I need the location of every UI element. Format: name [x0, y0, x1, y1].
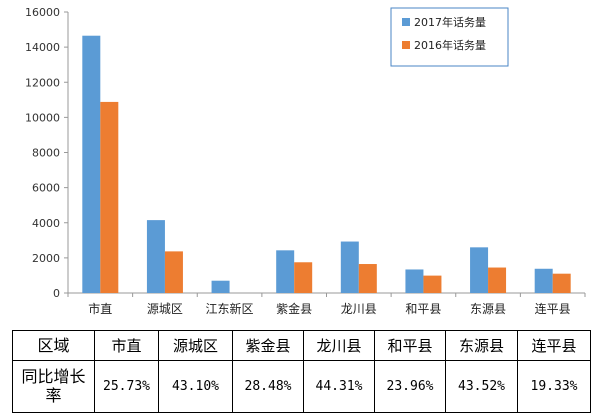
growth-cell: 25.73% — [94, 359, 159, 414]
table-header-row: 区域 市直 源城区 紫金县 龙川县 和平县 东源县 连平县 — [12, 330, 591, 361]
bar-chart: 0 2000 4000 6000 8000 10000 12000 14000 16000 市直… — [25, 6, 586, 316]
header-cell: 市直 — [94, 330, 159, 361]
header-cell: 东源县 — [445, 330, 518, 361]
bar-2017 — [276, 250, 295, 293]
row-growth-label-line1: 同比增长 — [21, 367, 86, 387]
legend: 2017年话务量 2016年话务量 — [390, 7, 509, 67]
y-tick-label: 6000 — [32, 182, 60, 195]
growth-cell: 43.10% — [158, 359, 233, 414]
x-tick-label: 龙川县 — [341, 302, 377, 316]
x-tick-label: 东源县 — [470, 302, 506, 316]
x-tick-label: 紫金县 — [276, 301, 312, 316]
y-tick-label: 12000 — [25, 76, 60, 89]
bar-2016 — [358, 264, 377, 293]
x-axis-ticks: 市直 源城区 江东新区 紫金县 龙川县 和平县 东源县 连平县 — [67, 293, 586, 316]
bar-2017 — [534, 268, 553, 293]
legend-label-2017: 2017年话务量 — [414, 15, 486, 29]
y-tick-label: 4000 — [32, 217, 60, 230]
bar-2017 — [340, 241, 359, 293]
bar-2017 — [211, 280, 230, 293]
y-tick-label: 10000 — [25, 111, 60, 124]
bar-2016 — [294, 262, 313, 293]
legend-swatch-2017 — [402, 18, 410, 26]
bar-2016 — [100, 101, 119, 293]
y-tick-label: 8000 — [32, 147, 60, 160]
x-tick-label: 市直 — [88, 301, 112, 316]
chart-area: 0 2000 4000 6000 8000 10000 12000 14000 16000 市直… — [25, 6, 586, 316]
row-growth-label-line2: 率 — [45, 386, 62, 406]
table-data-row: 同比增长率 25.73% 43.10% 28.48% 44.31% 23.96%… — [12, 359, 591, 414]
bars-group — [82, 35, 571, 293]
row-growth-label: 同比增长率 — [12, 359, 95, 414]
bar-2017 — [405, 269, 424, 293]
legend-label-2016: 2016年话务量 — [414, 38, 486, 52]
legend-swatch-2016 — [402, 41, 410, 49]
x-tick-label: 和平县 — [405, 302, 441, 316]
bar-2017 — [82, 35, 101, 293]
bar-2017 — [470, 247, 489, 293]
growth-cell: 19.33% — [517, 359, 591, 414]
bar-2016 — [552, 273, 571, 293]
growth-cell: 43.52% — [445, 359, 518, 414]
header-cell: 源城区 — [158, 330, 233, 361]
y-tick-label: 16000 — [25, 6, 60, 19]
header-cell: 紫金县 — [232, 330, 304, 361]
y-axis-ticks: 0 2000 4000 6000 8000 10000 12000 14000 16000 — [25, 6, 68, 300]
legend-box — [390, 7, 509, 67]
bar-2016 — [488, 267, 507, 293]
growth-rate-table: 区域 市直 源城区 紫金县 龙川县 和平县 东源县 连平县 同比增长率 25.7… — [12, 330, 591, 414]
x-tick-label: 源城区 — [147, 302, 183, 316]
y-tick-label: 2000 — [32, 252, 60, 265]
header-cell: 连平县 — [517, 330, 591, 361]
y-tick-label: 0 — [53, 287, 60, 300]
growth-cell: 44.31% — [303, 359, 375, 414]
header-cell: 龙川县 — [303, 330, 375, 361]
growth-cell: 28.48% — [232, 359, 304, 414]
header-cell: 和平县 — [374, 330, 446, 361]
bar-2016 — [423, 275, 442, 293]
growth-cell: 23.96% — [374, 359, 446, 414]
header-region-label: 区域 — [12, 330, 95, 361]
y-tick-label: 14000 — [25, 41, 60, 54]
bar-2017 — [146, 220, 165, 293]
x-tick-label: 江东新区 — [206, 301, 254, 316]
bar-2016 — [164, 251, 183, 293]
x-tick-label: 连平县 — [535, 301, 571, 316]
